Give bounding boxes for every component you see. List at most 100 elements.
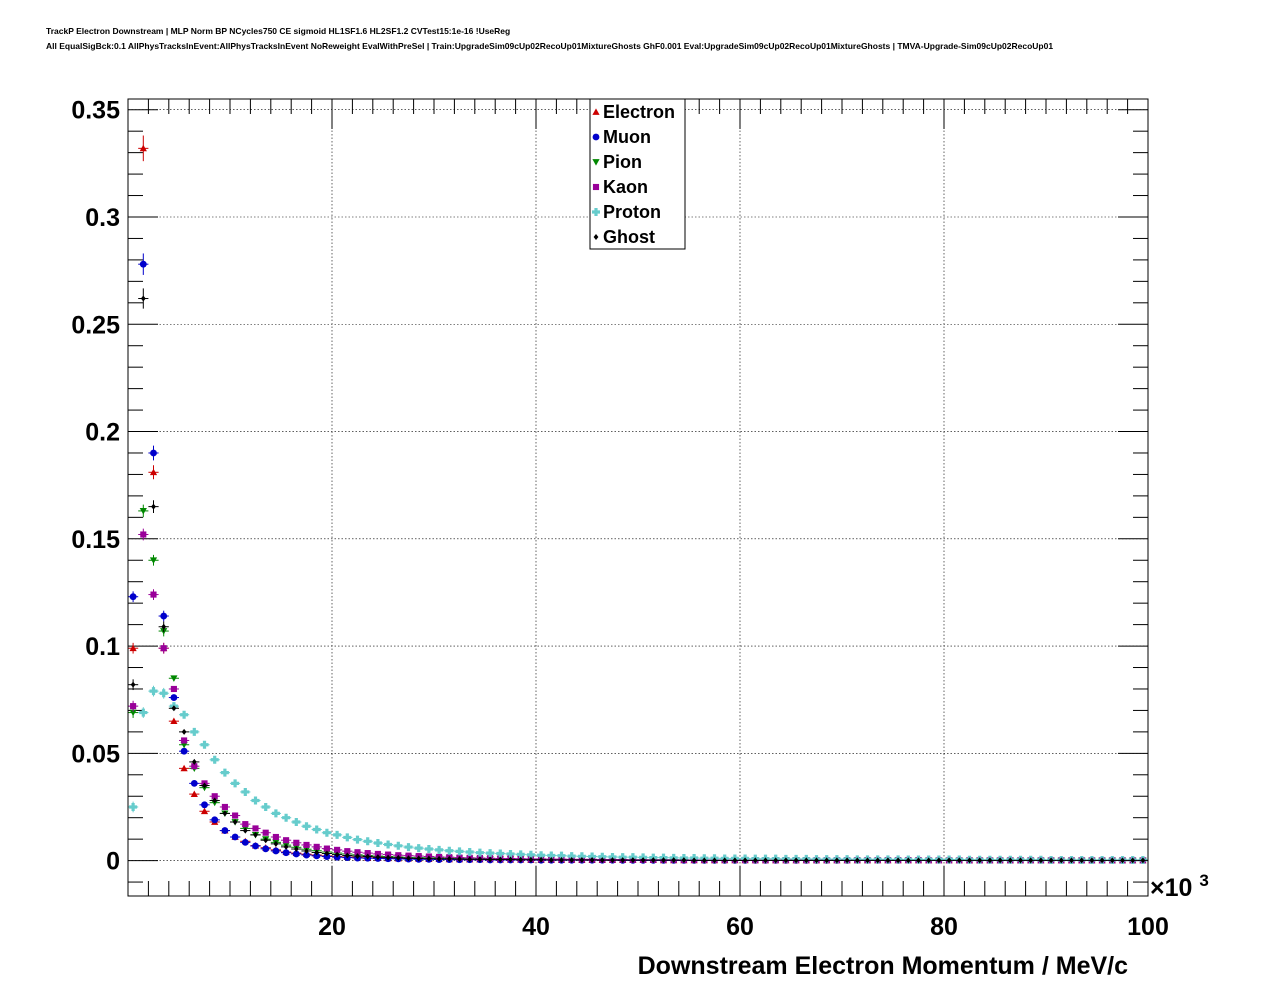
data-point	[293, 839, 300, 846]
legend: Electron Muon Pion Kaon Proton Ghost	[589, 98, 686, 250]
data-point	[272, 833, 279, 841]
data-point	[506, 849, 515, 858]
data-point	[661, 857, 666, 864]
data-point	[221, 803, 228, 811]
data-point	[589, 856, 595, 863]
data-point	[508, 856, 513, 863]
data-point	[610, 857, 615, 864]
y-tick-label: 0	[106, 848, 120, 876]
legend-label: Ghost	[603, 227, 655, 247]
data-point	[180, 747, 188, 755]
legend-marker	[593, 234, 599, 240]
data-point	[304, 847, 309, 854]
data-point	[333, 830, 342, 839]
data-point	[150, 591, 157, 598]
data-point	[253, 831, 258, 838]
data-point	[241, 838, 249, 846]
data-point	[1079, 857, 1085, 864]
data-point	[159, 689, 168, 698]
data-point	[190, 790, 198, 797]
data-point	[916, 857, 921, 864]
data-point	[353, 835, 362, 844]
data-point	[445, 846, 454, 855]
data-point	[618, 853, 627, 862]
data-point	[987, 857, 993, 864]
data-point	[803, 857, 809, 864]
legend-marker	[592, 208, 601, 216]
data-point	[518, 856, 524, 863]
y-tick-labels: 0 0.05 0.1 0.15 0.2 0.25 0.3 0.35	[71, 97, 120, 876]
data-point	[406, 855, 411, 862]
data-point	[190, 779, 198, 787]
data-point	[140, 295, 146, 302]
legend-label: Electron	[603, 102, 675, 122]
data-point	[170, 694, 178, 701]
chart-title-line2: All EqualSigBck:0.1 AllPhysTracksInEvent…	[46, 41, 1054, 51]
series-pion	[128, 504, 1148, 864]
x-tick-label: 80	[930, 913, 958, 941]
data-point	[374, 850, 381, 858]
data-point	[467, 856, 473, 863]
y-tick-label: 0.05	[71, 740, 120, 768]
data-point	[373, 839, 382, 848]
data-point	[344, 852, 350, 859]
data-point	[416, 855, 422, 862]
data-point	[547, 851, 556, 860]
data-point	[1048, 857, 1054, 864]
data-point	[997, 857, 1003, 864]
data-point	[180, 710, 189, 719]
data-point	[282, 813, 291, 822]
data-point	[211, 793, 218, 800]
data-point	[599, 857, 605, 864]
data-point	[303, 841, 310, 849]
data-point	[385, 854, 391, 861]
data-point	[404, 843, 413, 852]
legend-marker	[592, 183, 600, 191]
data-point	[395, 854, 401, 861]
data-point	[559, 856, 564, 863]
data-point	[630, 857, 636, 864]
data-point	[252, 825, 259, 832]
legend-marker	[592, 159, 600, 166]
data-point	[130, 703, 137, 710]
data-point	[486, 849, 495, 858]
data-point	[1120, 857, 1125, 864]
data-point	[272, 847, 280, 855]
data-point	[251, 796, 260, 805]
data-point	[436, 855, 442, 862]
data-point	[946, 857, 952, 864]
data-point	[151, 503, 156, 510]
data-point	[170, 717, 178, 725]
data-point	[222, 810, 228, 817]
data-point	[313, 852, 321, 860]
data-point	[149, 687, 158, 696]
data-point	[313, 843, 320, 850]
data-point	[487, 856, 493, 863]
data-point	[324, 850, 330, 857]
data-point	[283, 843, 289, 850]
data-point	[936, 857, 942, 864]
data-point	[140, 531, 147, 538]
data-point	[202, 782, 207, 789]
data-point	[577, 852, 586, 861]
x-multiplier-label: ×10 3	[1150, 871, 1209, 902]
data-point	[477, 856, 483, 863]
data-point	[190, 727, 199, 736]
legend-marker	[592, 108, 600, 115]
data-point	[363, 837, 372, 846]
x-tick-label: 40	[522, 913, 550, 941]
data-point	[1109, 857, 1115, 864]
y-tick-label: 0.25	[71, 311, 120, 339]
data-point	[1028, 857, 1034, 864]
data-point	[129, 802, 138, 811]
data-point	[191, 763, 198, 770]
data-point	[200, 740, 209, 749]
data-point	[263, 837, 269, 844]
legend-label: Proton	[603, 202, 661, 222]
data-point	[375, 854, 381, 861]
series-ghost	[128, 288, 1148, 864]
data-point	[455, 847, 464, 856]
data-point	[181, 737, 188, 744]
y-tick-label: 0.1	[85, 633, 120, 661]
data-point	[732, 857, 738, 864]
